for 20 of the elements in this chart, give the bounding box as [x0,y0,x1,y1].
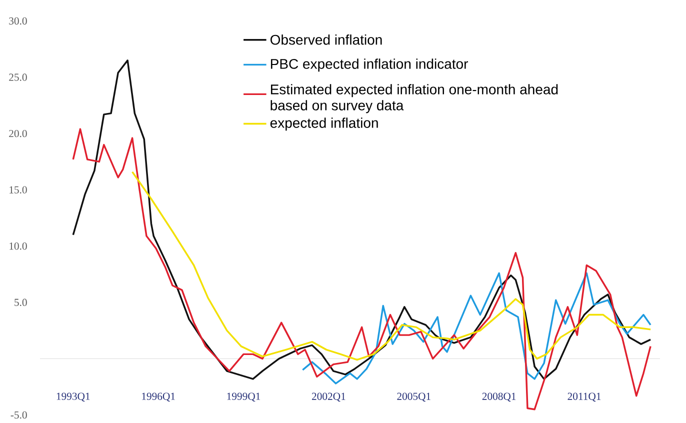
y-tick-label: 25.0 [9,74,27,81]
y-tick-label: 15.0 [10,186,27,194]
legend-label: PBC expected inflation indicator [270,58,468,72]
y-tick-label: 20.0 [9,130,27,138]
line-series [72,60,652,380]
x-tick-label: 1999Q1 [227,392,260,402]
x-tick-label: 2011Q1 [568,392,601,402]
legend-label: expected inflation [270,118,378,131]
y-tick-label: -5.0 [10,411,27,419]
x-tick-label: 2002Q1 [312,392,346,402]
line-series [131,170,652,361]
line-series [302,272,652,384]
x-tick-label: 2005Q1 [397,392,430,402]
x-tick-label: 2008Q1 [482,392,516,402]
y-tick-label: 5.0 [14,298,27,306]
x-tick-label: 1993Q1 [56,392,90,402]
legend-label: Observed inflation [270,34,382,45]
y-tick-label: 30.0 [9,17,27,25]
y-tick-label: 10.0 [10,242,27,250]
x-tick-label: 1996Q1 [142,392,175,402]
